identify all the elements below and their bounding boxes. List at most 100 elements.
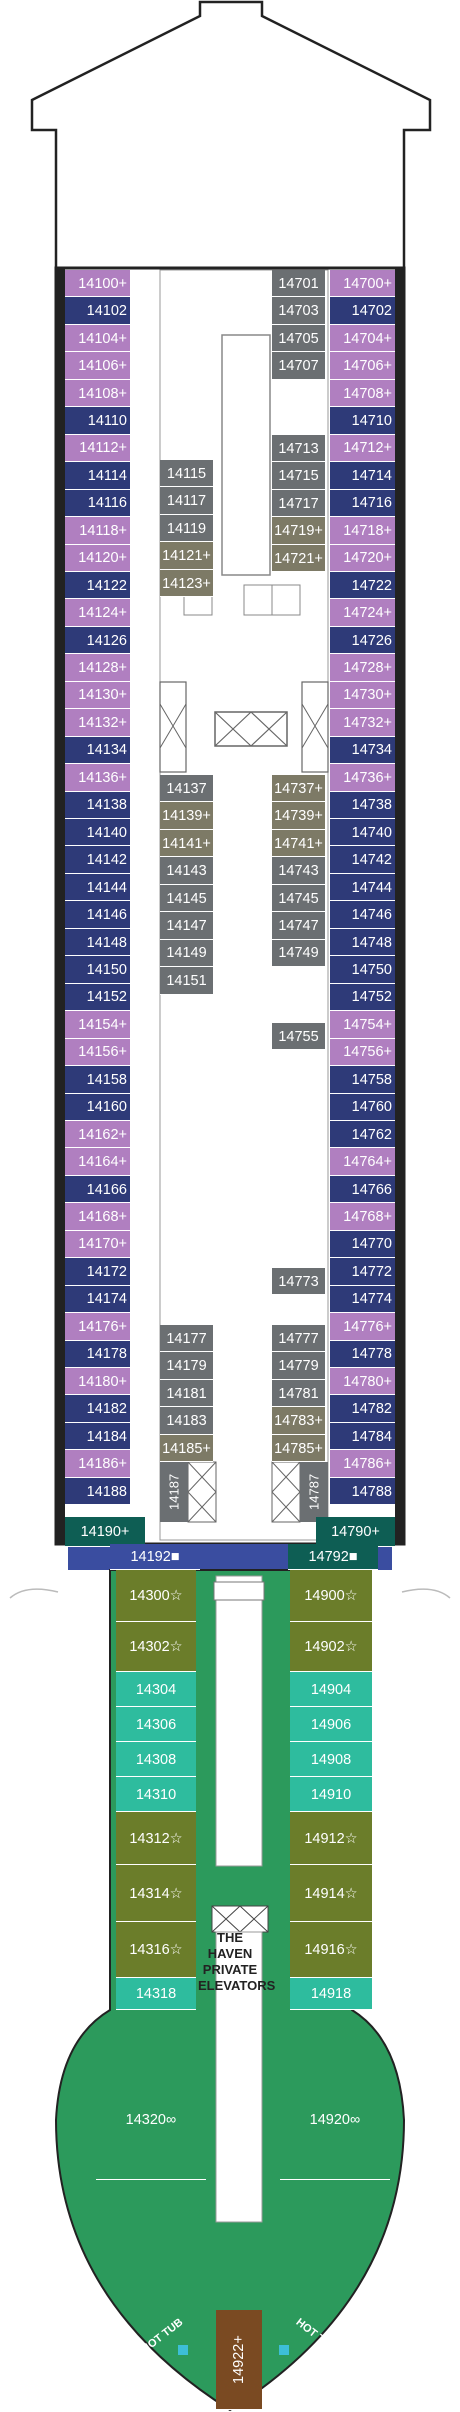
- cabin-14172[interactable]: 14172: [65, 1258, 130, 1286]
- cabin-14748[interactable]: 14748: [330, 928, 395, 957]
- cabin-14788[interactable]: 14788: [330, 1477, 395, 1506]
- cabin-14147[interactable]: 14147: [160, 912, 213, 940]
- cabin-14774[interactable]: 14774: [330, 1285, 395, 1314]
- cabin-14739[interactable]: 14739+: [272, 802, 325, 830]
- cabin-14904[interactable]: 14904: [290, 1672, 372, 1707]
- cabin-14154[interactable]: 14154+: [65, 1011, 130, 1039]
- cabin-14762[interactable]: 14762: [330, 1120, 395, 1149]
- cabin-14786[interactable]: 14786+: [330, 1450, 395, 1478]
- cabin-14744[interactable]: 14744: [330, 873, 395, 902]
- cabin-14900[interactable]: 14900☆: [290, 1570, 372, 1622]
- cabin-14108[interactable]: 14108+: [65, 379, 130, 408]
- cabin-14784[interactable]: 14784: [330, 1422, 395, 1451]
- cabin-14912[interactable]: 14912☆: [290, 1812, 372, 1865]
- cabin-14116[interactable]: 14116: [65, 489, 130, 518]
- cabin-14768[interactable]: 14768+: [330, 1203, 395, 1231]
- cabin-14184[interactable]: 14184: [65, 1422, 130, 1451]
- cabin-14118[interactable]: 14118+: [65, 517, 130, 545]
- cabin-14306[interactable]: 14306: [116, 1707, 196, 1742]
- cabin-14712[interactable]: 14712+: [330, 434, 395, 463]
- cabin-14143[interactable]: 14143: [160, 857, 213, 885]
- cabin-14100[interactable]: 14100+: [65, 270, 130, 298]
- cabin-14749[interactable]: 14749: [272, 939, 325, 968]
- cabin-14713[interactable]: 14713: [272, 435, 325, 463]
- cabin-14112[interactable]: 14112+: [65, 434, 130, 463]
- cabin-14183[interactable]: 14183: [160, 1407, 213, 1435]
- cabin-14102[interactable]: 14102: [65, 297, 130, 325]
- cabin-14752[interactable]: 14752: [330, 983, 395, 1012]
- cabin-14743[interactable]: 14743: [272, 857, 325, 885]
- cabin-14308[interactable]: 14308: [116, 1742, 196, 1777]
- cabin-14773[interactable]: 14773: [272, 1268, 325, 1296]
- cabin-14745[interactable]: 14745: [272, 884, 325, 913]
- cabin-14780[interactable]: 14780+: [330, 1368, 395, 1396]
- cabin-14792[interactable]: 14792■: [288, 1544, 378, 1570]
- cabin-14137[interactable]: 14137: [160, 775, 213, 803]
- cabin-14158[interactable]: 14158: [65, 1066, 130, 1094]
- cabin-14186[interactable]: 14186+: [65, 1450, 130, 1478]
- cabin-14150[interactable]: 14150: [65, 956, 130, 984]
- cabin-14160[interactable]: 14160: [65, 1093, 130, 1121]
- cabin-14718[interactable]: 14718+: [330, 517, 395, 545]
- cabin-14162[interactable]: 14162+: [65, 1120, 130, 1149]
- cabin-14701[interactable]: 14701: [272, 270, 325, 298]
- cabin-14176[interactable]: 14176+: [65, 1313, 130, 1341]
- cabin-14146[interactable]: 14146: [65, 901, 130, 929]
- cabin-14724[interactable]: 14724+: [330, 599, 395, 627]
- cabin-14318[interactable]: 14318: [116, 1978, 196, 2010]
- cabin-14170[interactable]: 14170+: [65, 1230, 130, 1259]
- cabin-14164[interactable]: 14164+: [65, 1148, 130, 1176]
- cabin-14728[interactable]: 14728+: [330, 654, 395, 682]
- cabin-14779[interactable]: 14779: [272, 1352, 325, 1380]
- cabin-14747[interactable]: 14747: [272, 912, 325, 940]
- cabin-14134[interactable]: 14134: [65, 736, 130, 765]
- cabin-14766[interactable]: 14766: [330, 1175, 395, 1204]
- cabin-14310[interactable]: 14310: [116, 1777, 196, 1812]
- cabin-14920[interactable]: 14920∞: [280, 2060, 390, 2180]
- cabin-14180[interactable]: 14180+: [65, 1368, 130, 1396]
- cabin-14776[interactable]: 14776+: [330, 1313, 395, 1341]
- cabin-14128[interactable]: 14128+: [65, 654, 130, 682]
- cabin-14302[interactable]: 14302☆: [116, 1622, 196, 1672]
- cabin-14312[interactable]: 14312☆: [116, 1812, 196, 1865]
- cabin-14740[interactable]: 14740: [330, 819, 395, 847]
- cabin-14304[interactable]: 14304: [116, 1672, 196, 1707]
- cabin-14145[interactable]: 14145: [160, 884, 213, 913]
- cabin-14707[interactable]: 14707: [272, 352, 325, 380]
- cabin-14136[interactable]: 14136+: [65, 764, 130, 792]
- cabin-14754[interactable]: 14754+: [330, 1011, 395, 1039]
- cabin-14719[interactable]: 14719+: [272, 517, 325, 545]
- cabin-14720[interactable]: 14720+: [330, 544, 395, 572]
- cabin-14316[interactable]: 14316☆: [116, 1922, 196, 1978]
- cabin-14190[interactable]: 14190+: [65, 1517, 145, 1547]
- cabin-14132[interactable]: 14132+: [65, 709, 130, 737]
- cabin-14916[interactable]: 14916☆: [290, 1922, 372, 1978]
- cabin-14702[interactable]: 14702: [330, 297, 395, 325]
- cabin-14106[interactable]: 14106+: [65, 352, 130, 380]
- cabin-14908[interactable]: 14908: [290, 1742, 372, 1777]
- cabin-14760[interactable]: 14760: [330, 1093, 395, 1121]
- cabin-14922[interactable]: 14922+: [216, 2310, 262, 2410]
- cabin-14721[interactable]: 14721+: [272, 544, 325, 573]
- cabin-14188[interactable]: 14188: [65, 1477, 130, 1506]
- cabin-14704[interactable]: 14704+: [330, 324, 395, 353]
- cabin-14714[interactable]: 14714: [330, 462, 395, 490]
- cabin-14750[interactable]: 14750: [330, 956, 395, 984]
- cabin-14156[interactable]: 14156+: [65, 1038, 130, 1067]
- cabin-14787[interactable]: 14787: [300, 1462, 328, 1522]
- cabin-14121[interactable]: 14121+: [160, 542, 213, 570]
- cabin-14152[interactable]: 14152: [65, 983, 130, 1012]
- cabin-14730[interactable]: 14730+: [330, 681, 395, 710]
- cabin-14715[interactable]: 14715: [272, 462, 325, 490]
- cabin-14115[interactable]: 14115: [160, 460, 213, 488]
- cabin-14148[interactable]: 14148: [65, 928, 130, 957]
- cabin-14177[interactable]: 14177: [160, 1325, 213, 1353]
- cabin-14151[interactable]: 14151: [160, 967, 213, 995]
- cabin-14144[interactable]: 14144: [65, 873, 130, 902]
- cabin-14117[interactable]: 14117: [160, 487, 213, 515]
- cabin-14705[interactable]: 14705: [272, 324, 325, 353]
- cabin-14902[interactable]: 14902☆: [290, 1622, 372, 1672]
- cabin-14174[interactable]: 14174: [65, 1285, 130, 1314]
- cabin-14790[interactable]: 14790+: [316, 1517, 395, 1547]
- cabin-14192[interactable]: 14192■: [110, 1544, 200, 1570]
